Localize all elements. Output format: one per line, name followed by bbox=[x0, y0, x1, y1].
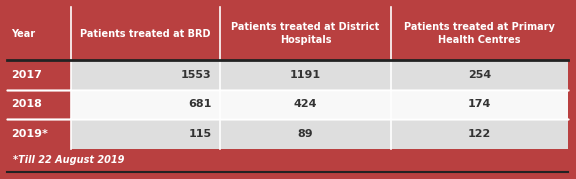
Bar bbox=[7, 119, 71, 149]
Text: 424: 424 bbox=[294, 99, 317, 109]
Text: Year: Year bbox=[12, 28, 36, 38]
Bar bbox=[220, 119, 391, 149]
Text: 89: 89 bbox=[298, 129, 313, 139]
Text: 681: 681 bbox=[188, 99, 211, 109]
Text: 2017: 2017 bbox=[12, 70, 43, 80]
Bar bbox=[71, 90, 220, 119]
Text: 1191: 1191 bbox=[290, 70, 321, 80]
Bar bbox=[7, 60, 71, 90]
Text: 2018: 2018 bbox=[12, 99, 43, 109]
Text: 115: 115 bbox=[188, 129, 211, 139]
Text: 174: 174 bbox=[468, 99, 491, 109]
Text: 254: 254 bbox=[468, 70, 491, 80]
Bar bbox=[7, 149, 567, 172]
Bar bbox=[220, 60, 391, 90]
Bar bbox=[71, 119, 220, 149]
Text: 2019*: 2019* bbox=[12, 129, 48, 139]
Text: Patients treated at District
Hospitals: Patients treated at District Hospitals bbox=[232, 22, 380, 45]
Bar bbox=[391, 119, 567, 149]
Bar bbox=[71, 60, 220, 90]
Bar bbox=[391, 60, 567, 90]
Bar bbox=[391, 90, 567, 119]
Bar bbox=[7, 7, 567, 60]
Text: 122: 122 bbox=[468, 129, 491, 139]
Text: *Till 22 August 2019: *Till 22 August 2019 bbox=[13, 155, 124, 165]
Bar bbox=[220, 90, 391, 119]
Text: Patients treated at Primary
Health Centres: Patients treated at Primary Health Centr… bbox=[404, 22, 555, 45]
Text: Patients treated at BRD: Patients treated at BRD bbox=[81, 28, 211, 38]
Bar bbox=[7, 90, 71, 119]
Text: 1553: 1553 bbox=[181, 70, 211, 80]
